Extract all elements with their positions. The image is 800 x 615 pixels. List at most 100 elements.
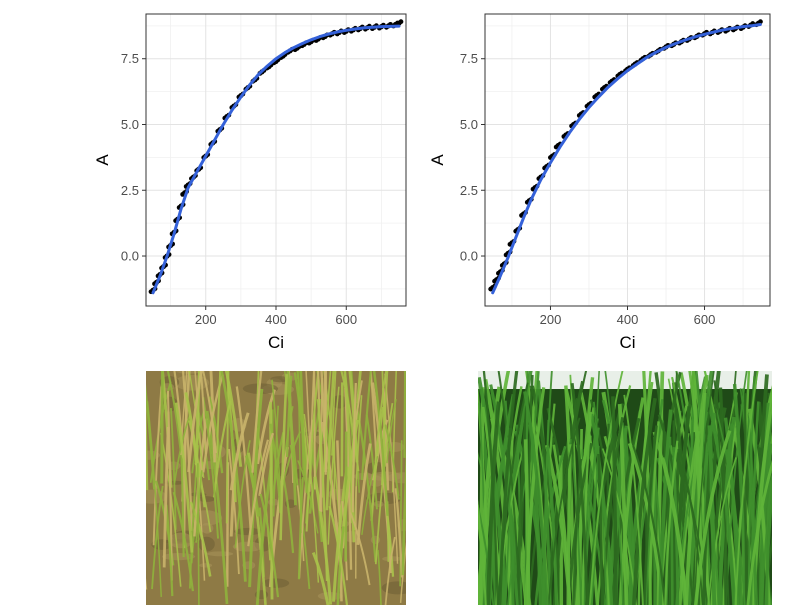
rice-leaf bbox=[623, 394, 644, 605]
seedling-leaf bbox=[372, 371, 389, 516]
rice-leaf bbox=[743, 393, 748, 605]
rice-leaf bbox=[658, 409, 673, 605]
data-point bbox=[488, 286, 494, 292]
rice-leaf bbox=[632, 445, 667, 605]
x-axis-label: Ci bbox=[619, 333, 635, 352]
photo-sparse-rice-seedlings bbox=[146, 371, 406, 605]
soil-patch bbox=[370, 535, 381, 545]
seedling-leaf bbox=[212, 400, 232, 498]
seedling-leaf bbox=[152, 386, 163, 546]
soil-patch bbox=[206, 551, 234, 557]
seedling-leaf bbox=[247, 439, 270, 547]
seedling-leaf bbox=[313, 371, 316, 490]
sky-strip bbox=[478, 371, 772, 389]
seedling-leaf bbox=[195, 371, 201, 466]
seedling-leaf bbox=[195, 470, 203, 543]
seedling-leaf bbox=[386, 398, 397, 464]
seedling-leaf bbox=[356, 443, 372, 545]
seedling-leaf bbox=[328, 505, 349, 605]
rice-leaf bbox=[694, 429, 732, 605]
rice-leaf bbox=[601, 417, 624, 605]
chart-right-svg: 200 400 600 0.0 2.5 5.0 7.5 Ci A bbox=[428, 13, 771, 352]
seedling-leaf bbox=[325, 371, 335, 511]
rice-leaf bbox=[764, 479, 772, 605]
rice-leaf bbox=[516, 405, 529, 605]
seedling-leaf bbox=[160, 371, 164, 484]
fit-line bbox=[151, 24, 401, 295]
seedling-leaf bbox=[296, 371, 308, 493]
rice-leaf bbox=[632, 397, 657, 605]
y-tick-label: 0.0 bbox=[460, 249, 478, 264]
seedling-leaf bbox=[351, 382, 357, 513]
rice-leaf bbox=[478, 499, 487, 605]
seedling-leaf bbox=[235, 386, 253, 536]
rice-leaf bbox=[588, 371, 624, 605]
x-tick-label: 200 bbox=[540, 312, 562, 327]
rice-leaf bbox=[707, 425, 717, 605]
rice-leaf bbox=[693, 371, 715, 605]
seedling-leaf bbox=[187, 371, 203, 473]
soil-patch bbox=[168, 532, 194, 549]
x-axis-label: Ci bbox=[268, 333, 284, 352]
seedling-leaf bbox=[271, 379, 283, 514]
rice-leaf bbox=[732, 383, 747, 605]
rice-leaf bbox=[707, 457, 737, 605]
soil-patch bbox=[197, 496, 216, 502]
seedling-leaf bbox=[403, 371, 406, 458]
data-point bbox=[180, 191, 186, 197]
seedling-leaf bbox=[202, 397, 220, 539]
rice-leaf bbox=[679, 450, 704, 605]
rice-leaf bbox=[718, 387, 728, 605]
seedling-leaf bbox=[327, 386, 340, 545]
rice-leaf bbox=[657, 414, 695, 605]
rice-leaf bbox=[546, 407, 580, 605]
seedling-leaf bbox=[181, 371, 194, 531]
rice-leaf bbox=[534, 445, 567, 605]
rice-leaf bbox=[734, 371, 759, 605]
y-tick-label: 5.0 bbox=[460, 117, 478, 132]
seedling-leaf bbox=[151, 485, 164, 590]
seedling-leaf bbox=[384, 424, 400, 500]
seedling-leaf bbox=[331, 371, 337, 456]
seedling-leaf bbox=[160, 432, 182, 587]
seedling-leaf bbox=[399, 440, 403, 587]
rice-leaf bbox=[642, 425, 658, 605]
seedling-leaf bbox=[297, 371, 302, 534]
seedling-leaf bbox=[381, 371, 386, 467]
soil-patch bbox=[199, 563, 213, 568]
data-point bbox=[553, 144, 559, 150]
seedling-leaf bbox=[360, 371, 372, 481]
seedling-leaf bbox=[146, 383, 156, 490]
seedling-leaf bbox=[348, 371, 359, 463]
seedling-leaf bbox=[188, 420, 206, 508]
rice-leaf bbox=[664, 440, 679, 605]
seedling-leaf bbox=[215, 371, 222, 484]
y-tick-label: 7.5 bbox=[460, 51, 478, 66]
fit-line bbox=[491, 23, 762, 295]
y-tick-label: 2.5 bbox=[460, 183, 478, 198]
seedling-leaf bbox=[202, 371, 217, 454]
x-tick-label: 400 bbox=[265, 312, 287, 327]
seedling-leaf bbox=[349, 512, 371, 586]
seedling-leaf bbox=[365, 414, 378, 510]
rice-leaf bbox=[717, 416, 736, 605]
seedling-leaf bbox=[279, 374, 288, 541]
seedling-leaf bbox=[255, 467, 273, 605]
rice-leaf bbox=[746, 460, 772, 605]
seedling-leaf bbox=[229, 412, 250, 491]
seedling-leaf bbox=[373, 371, 387, 473]
seedling-leaf bbox=[401, 447, 406, 576]
y-tick-label: 7.5 bbox=[121, 51, 139, 66]
rice-leaf bbox=[713, 397, 730, 605]
rice-leaf bbox=[589, 413, 614, 605]
x-tick-label: 600 bbox=[694, 312, 716, 327]
rice-leaf bbox=[597, 453, 604, 605]
seedling-leaf bbox=[336, 526, 345, 605]
rice-leaf bbox=[486, 401, 501, 605]
rice-leaf bbox=[547, 417, 581, 605]
seedling-leaf bbox=[377, 549, 382, 605]
seedling-leaf bbox=[248, 388, 264, 588]
seedling-leaf bbox=[165, 504, 174, 597]
seedling-leaf bbox=[272, 405, 280, 517]
rice-leaf bbox=[581, 411, 592, 605]
